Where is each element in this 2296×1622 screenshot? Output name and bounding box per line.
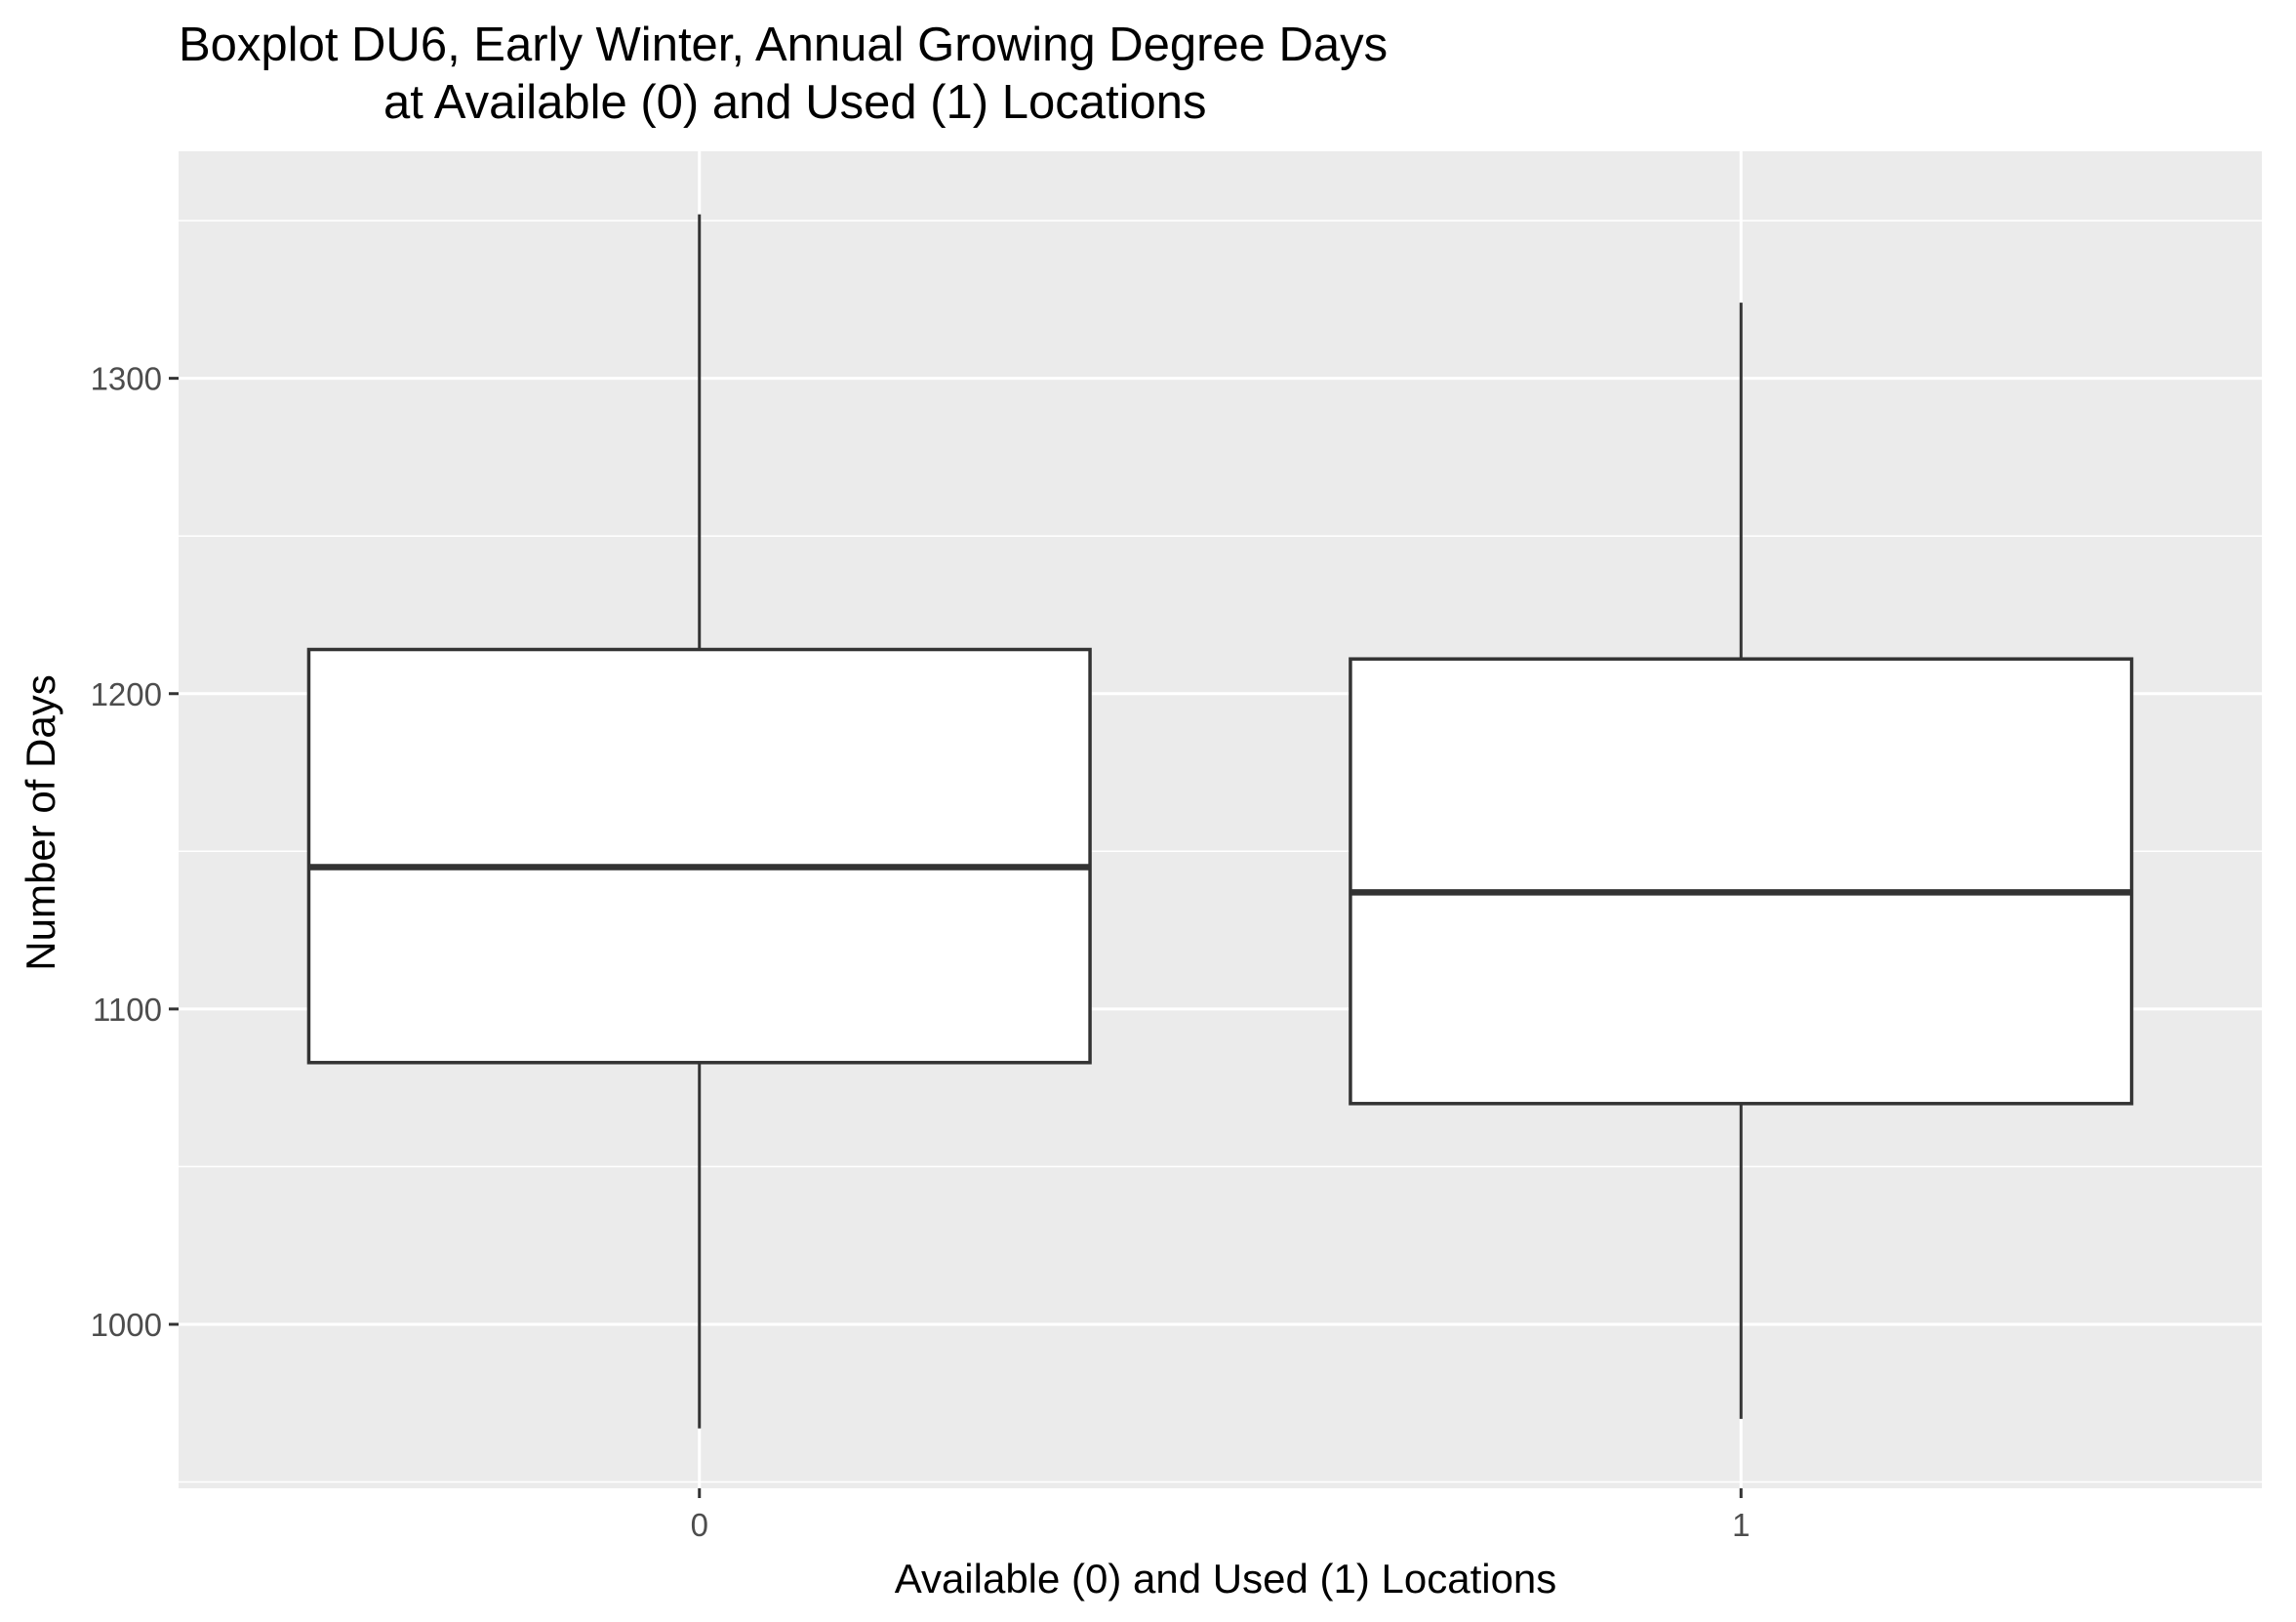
y-axis-title: Number of Days bbox=[18, 674, 63, 970]
x-tick-label: 1 bbox=[1732, 1507, 1750, 1543]
chart-title: Boxplot DU6, Early Winter, Annual Growin… bbox=[179, 19, 1388, 71]
box-1 bbox=[1349, 303, 2134, 1419]
box-iqr bbox=[306, 647, 1092, 1065]
x-axis-title: Available (0) and Used (1) Locations bbox=[895, 1556, 1557, 1602]
x-tick-label: 0 bbox=[691, 1507, 708, 1543]
y-tick-label: 1300 bbox=[91, 361, 162, 397]
chart-subtitle: at Available (0) and Used (1) Locations bbox=[383, 76, 1206, 129]
y-tick-label: 1000 bbox=[91, 1307, 162, 1343]
box-iqr bbox=[1349, 657, 2134, 1106]
boxes bbox=[306, 214, 2134, 1429]
box-0 bbox=[306, 214, 1092, 1429]
axes: 1000 1100 1200 1300 0 1 bbox=[91, 361, 1751, 1543]
y-tick-label: 1200 bbox=[91, 676, 162, 712]
y-tick-label: 1100 bbox=[93, 992, 162, 1028]
